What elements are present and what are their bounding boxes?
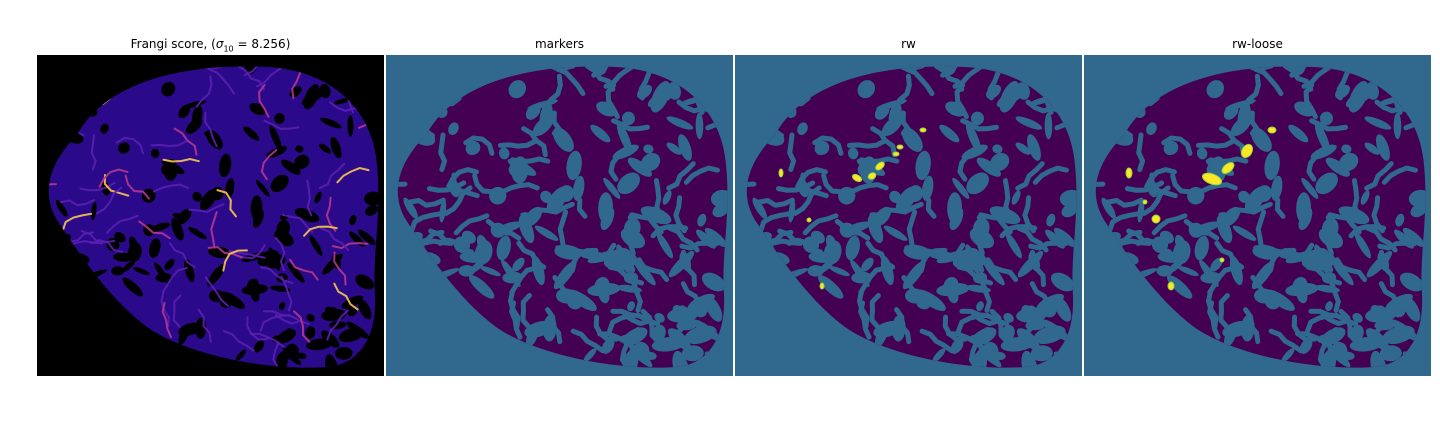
vessel-highlight bbox=[892, 151, 900, 157]
vessel-highlight bbox=[1219, 257, 1225, 263]
vessel-highlight bbox=[1125, 167, 1133, 179]
vessel-highlight bbox=[919, 127, 927, 133]
vessel-highlight bbox=[1151, 214, 1161, 224]
vessel-highlight bbox=[1240, 143, 1254, 159]
frangi-score-image bbox=[37, 55, 384, 376]
vessel-highlight bbox=[1201, 172, 1223, 186]
vessel-highlight bbox=[896, 144, 904, 150]
rw-panel-title: rw bbox=[901, 37, 916, 51]
rw-loose-panel-title: rw-loose bbox=[1232, 37, 1283, 51]
vessel-highlight bbox=[851, 173, 863, 183]
vessel-highlight bbox=[1267, 126, 1277, 134]
vessel-highlight bbox=[1142, 199, 1148, 205]
markers-panel-title: markers bbox=[534, 37, 585, 51]
vessel-highlight bbox=[819, 282, 825, 290]
vessel-highlight bbox=[867, 172, 877, 180]
vessel-highlight bbox=[1167, 281, 1175, 291]
frangi-panel-title: Frangi score, (σ10 = 8.256) bbox=[130, 37, 291, 54]
vessel-highlight bbox=[806, 217, 812, 223]
vessel-highlight bbox=[1221, 162, 1235, 174]
rw-loose-image bbox=[1084, 55, 1431, 376]
markers-image bbox=[386, 55, 733, 376]
vessel-highlight bbox=[778, 168, 784, 178]
vessel-highlight bbox=[875, 161, 885, 171]
rw-image bbox=[735, 55, 1082, 376]
tissue-region bbox=[48, 66, 379, 368]
